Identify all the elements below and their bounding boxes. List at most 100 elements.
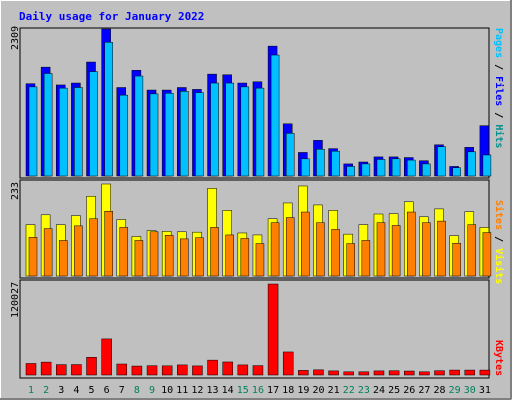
day-label-25: 25 xyxy=(388,385,400,396)
bar-sites-day-29 xyxy=(452,242,461,277)
day-label-22: 22 xyxy=(343,385,355,396)
day-label-13: 13 xyxy=(207,385,219,396)
bar-sites-day-10 xyxy=(164,235,174,277)
day-label-4: 4 xyxy=(73,385,79,396)
bar-sites-day-16 xyxy=(255,243,265,277)
day-label-27: 27 xyxy=(418,385,430,396)
bar-kbytes-day-23 xyxy=(358,371,370,376)
day-label-11: 11 xyxy=(176,385,188,396)
bar-sites-day-27 xyxy=(422,222,431,277)
day-label-16: 16 xyxy=(252,385,264,396)
bar-kbytes-day-29 xyxy=(449,369,460,376)
bar-sites-day-23 xyxy=(361,240,371,277)
bar-kbytes-day-14 xyxy=(222,361,233,376)
bar-files-day-12 xyxy=(195,92,204,177)
day-label-20: 20 xyxy=(312,385,324,396)
bar-files-day-5 xyxy=(89,71,98,177)
bar-files-day-28 xyxy=(437,146,446,177)
bar-sites-day-21 xyxy=(331,229,340,277)
bar-sites-day-3 xyxy=(59,240,68,277)
day-label-10: 10 xyxy=(161,385,173,396)
bar-kbytes-day-2 xyxy=(40,361,52,376)
day-label-24: 24 xyxy=(373,385,385,396)
bar-sites-day-1 xyxy=(28,237,38,277)
bar-files-day-6 xyxy=(104,42,113,177)
day-label-3: 3 xyxy=(58,385,64,396)
panel-top: 2309 Pages / Files / Hits xyxy=(10,26,505,179)
legend-part-0-3: / xyxy=(493,106,504,124)
bar-files-day-2 xyxy=(43,73,53,177)
bar-sites-day-6 xyxy=(104,210,113,277)
bar-sites-day-2 xyxy=(43,228,53,277)
day-label-14: 14 xyxy=(222,385,234,396)
day-label-21: 21 xyxy=(328,385,340,396)
bar-kbytes-day-16 xyxy=(252,365,264,376)
bar-kbytes-day-11 xyxy=(177,364,188,376)
bar-kbytes-day-9 xyxy=(146,365,158,376)
bar-sites-day-25 xyxy=(391,225,401,277)
bar-files-day-27 xyxy=(422,163,431,177)
day-label-2: 2 xyxy=(43,385,49,396)
bar-kbytes-day-20 xyxy=(313,369,324,376)
legend-part-1-0: Sites xyxy=(493,200,505,230)
bar-files-day-4 xyxy=(74,87,83,177)
bar-kbytes-day-5 xyxy=(86,357,97,376)
bar-kbytes-day-12 xyxy=(192,365,203,376)
bar-files-day-13 xyxy=(210,82,219,177)
bar-files-day-11 xyxy=(180,91,189,177)
day-label-26: 26 xyxy=(403,385,415,396)
legend-part-0-1: / xyxy=(493,58,504,76)
day-label-17: 17 xyxy=(267,385,279,396)
bar-sites-day-17 xyxy=(270,222,280,277)
bar-sites-day-15 xyxy=(240,238,250,277)
bar-kbytes-day-10 xyxy=(161,365,173,376)
legend-part-2-0: KBytes xyxy=(493,340,504,376)
bar-kbytes-day-28 xyxy=(434,370,445,376)
day-label-12: 12 xyxy=(191,385,203,396)
bar-sites-day-12 xyxy=(195,237,204,277)
bar-files-day-7 xyxy=(119,94,129,177)
bar-kbytes-day-22 xyxy=(343,371,354,376)
bar-kbytes-day-17 xyxy=(267,283,279,376)
day-label-31: 31 xyxy=(479,385,491,396)
bar-files-day-22 xyxy=(346,166,355,177)
bar-kbytes-day-21 xyxy=(328,370,339,376)
legend-part-0-4: Hits xyxy=(493,124,505,148)
bar-kbytes-day-3 xyxy=(56,364,67,376)
legend-part-1-1: / xyxy=(493,230,504,248)
panel-top-bars xyxy=(25,28,492,177)
bar-kbytes-day-31 xyxy=(479,369,491,376)
panel-bottom-bars xyxy=(25,283,491,376)
bar-sites-day-31 xyxy=(482,232,492,277)
bar-sites-day-18 xyxy=(285,217,295,277)
bar-files-day-8 xyxy=(134,75,144,177)
bar-files-day-26 xyxy=(407,159,416,177)
legend-part-0-0: Pages xyxy=(493,28,504,58)
bar-files-day-23 xyxy=(361,163,371,177)
day-label-29: 29 xyxy=(449,385,461,396)
bar-sites-day-5 xyxy=(89,218,98,277)
bar-kbytes-day-24 xyxy=(373,370,385,376)
panel-bottom: 120027 KBytes xyxy=(10,279,504,379)
day-label-18: 18 xyxy=(282,385,294,396)
day-label-8: 8 xyxy=(134,385,140,396)
bar-sites-day-26 xyxy=(407,211,416,277)
bar-sites-day-4 xyxy=(74,225,83,277)
day-label-7: 7 xyxy=(119,385,125,396)
bar-files-day-21 xyxy=(331,150,340,177)
bar-kbytes-day-1 xyxy=(25,363,37,376)
bar-files-day-15 xyxy=(240,86,250,177)
day-label-5: 5 xyxy=(89,385,95,396)
legend-part-0-2: Files xyxy=(493,76,505,106)
bar-kbytes-day-18 xyxy=(282,351,294,376)
bar-sites-day-19 xyxy=(301,211,310,277)
panel-middle-bars xyxy=(25,183,492,277)
panel-bottom-right-label: KBytes xyxy=(493,340,504,376)
bar-sites-day-9 xyxy=(149,231,159,277)
day-label-30: 30 xyxy=(464,385,476,396)
bar-kbytes-day-4 xyxy=(71,364,82,376)
bar-files-day-10 xyxy=(164,92,174,177)
bar-kbytes-day-8 xyxy=(131,365,143,376)
bar-sites-day-30 xyxy=(467,224,477,277)
